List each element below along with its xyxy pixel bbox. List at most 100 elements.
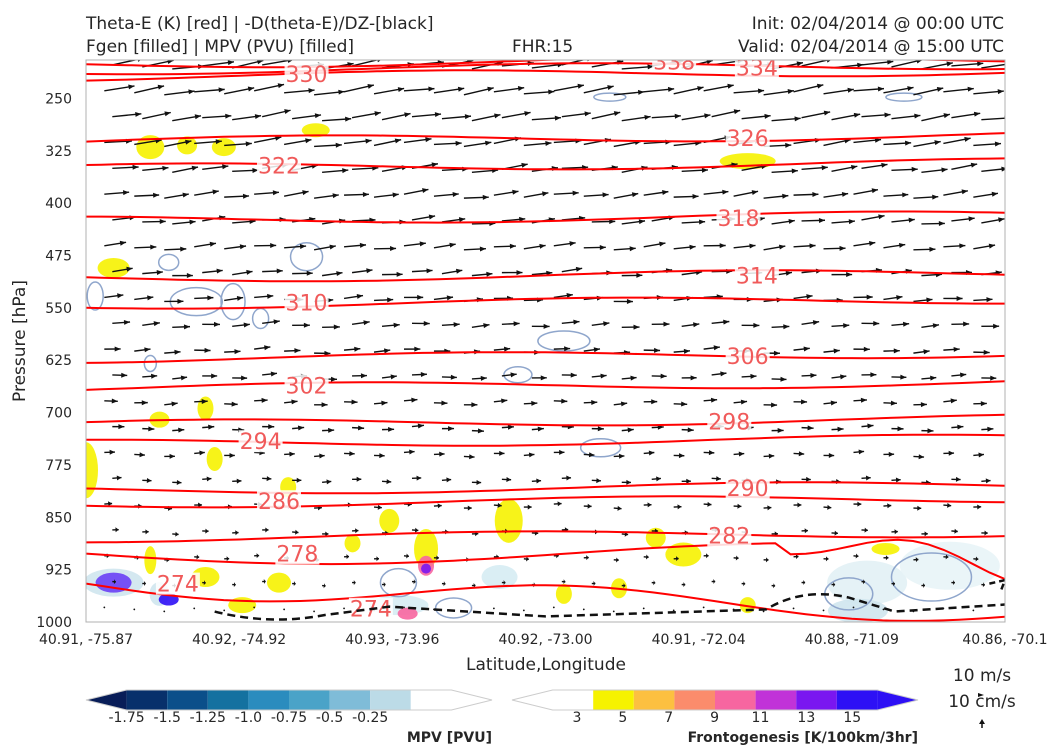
wind-vector-head bbox=[810, 372, 817, 378]
wind-vector-head bbox=[501, 398, 508, 404]
wind-vector bbox=[193, 607, 196, 610]
wind-vector-head bbox=[797, 502, 802, 508]
wind-vector-head bbox=[973, 111, 981, 117]
wind-vector bbox=[642, 607, 645, 610]
wind-vector-head bbox=[349, 451, 355, 457]
wind-vector-head bbox=[204, 347, 211, 353]
wind-vector-head bbox=[720, 371, 727, 377]
wind-vector bbox=[981, 117, 1005, 121]
wind-vector-head bbox=[626, 479, 631, 485]
wind-vector-head bbox=[327, 297, 334, 303]
field-shading bbox=[301, 123, 330, 138]
wind-vector-head bbox=[329, 244, 336, 250]
wind-vector-head bbox=[119, 240, 127, 246]
wind-vector-head bbox=[783, 324, 790, 330]
wind-vector-head bbox=[245, 141, 252, 147]
theta-e-label: 310 bbox=[286, 291, 328, 316]
colorbar-swatch bbox=[86, 690, 127, 710]
wind-vector-head bbox=[825, 556, 829, 562]
wind-vector-head bbox=[918, 454, 925, 460]
x-tick-label: 40.93, -73.96 bbox=[345, 632, 439, 648]
wind-vector bbox=[351, 60, 380, 67]
colorbar-swatch bbox=[512, 690, 553, 710]
wind-vector bbox=[112, 60, 139, 66]
wind-vector-head bbox=[206, 476, 212, 482]
wind-vector-head bbox=[618, 453, 625, 459]
field-shading bbox=[555, 583, 572, 604]
wind-vector-head bbox=[663, 321, 670, 327]
wind-vector-head bbox=[128, 84, 135, 90]
y-tick-label: 550 bbox=[45, 301, 72, 317]
y-tick-label: 475 bbox=[45, 248, 72, 264]
wind-vector-head bbox=[497, 502, 502, 508]
wind-vector-head bbox=[674, 113, 681, 119]
wind-vector-head bbox=[446, 295, 454, 301]
wind-vector-head bbox=[600, 373, 607, 379]
wind-vector-head bbox=[920, 402, 927, 408]
wind-vector-head bbox=[780, 376, 787, 382]
colorbar-tick-label: 11 bbox=[752, 710, 770, 726]
wind-vector-head bbox=[575, 266, 583, 272]
mpv-contour bbox=[503, 365, 533, 384]
wind-vector-head bbox=[950, 398, 957, 404]
fgen-colorbar-label: Frontogenesis [K/100km/3hr] bbox=[688, 730, 918, 746]
wind-vector-head bbox=[528, 452, 535, 458]
wind-vector-head bbox=[945, 554, 949, 560]
colorbar-swatch bbox=[715, 690, 756, 710]
wind-vector-head bbox=[806, 294, 813, 300]
wind-vector-head bbox=[417, 423, 424, 429]
colorbar-swatch bbox=[248, 690, 289, 710]
wind-vector-head bbox=[857, 62, 864, 68]
colorbar-swatch bbox=[126, 690, 168, 710]
wind-vector-head bbox=[895, 477, 901, 483]
wind-vector-head bbox=[353, 580, 356, 586]
theta-e-contour bbox=[86, 351, 1005, 364]
colorbar-swatch bbox=[289, 690, 330, 710]
wind-vector-head bbox=[169, 453, 175, 459]
wind-vector-head bbox=[599, 244, 606, 250]
wind-vector-head bbox=[782, 193, 789, 199]
wind-vector-head bbox=[716, 476, 721, 482]
wind-vector-head bbox=[683, 582, 686, 588]
wind-vector-head bbox=[236, 478, 242, 484]
wind-vector-head bbox=[588, 452, 595, 458]
x-tick-label: 40.86, -70.1 bbox=[962, 632, 1047, 648]
wind-vector-head bbox=[409, 449, 415, 455]
y-axis-label: Pressure [hPa] bbox=[10, 280, 30, 402]
wind-vector-head bbox=[428, 214, 436, 220]
wind-vector-head bbox=[414, 527, 419, 533]
stability-dashed-contour bbox=[214, 592, 1005, 621]
field-shading bbox=[344, 534, 361, 553]
wind-vector-head bbox=[681, 401, 688, 407]
wind-vector-head bbox=[215, 139, 222, 145]
wind-vector-head bbox=[627, 427, 634, 433]
wind-vector-head bbox=[139, 452, 145, 458]
wind-vector-head bbox=[866, 294, 873, 300]
wind-vector bbox=[223, 609, 226, 612]
wind-vector-head bbox=[798, 451, 805, 457]
wind-vector-head bbox=[396, 271, 403, 277]
wind-vector-head bbox=[794, 116, 801, 122]
wind-vector-head bbox=[566, 475, 572, 481]
wind-vector-head bbox=[764, 113, 771, 119]
wind-vector-head bbox=[807, 425, 814, 431]
y-tick-label: 1000 bbox=[36, 615, 72, 631]
wind-vector-head bbox=[865, 475, 871, 481]
mpv-contour bbox=[579, 438, 622, 458]
mpv-contour bbox=[434, 597, 473, 619]
wind-vector-head bbox=[517, 86, 525, 92]
wind-vector-head bbox=[706, 553, 709, 559]
wind-vector-head bbox=[927, 428, 934, 434]
y-tick-label: 325 bbox=[45, 144, 72, 160]
wind-vector-head bbox=[126, 266, 133, 272]
wind-vector-head bbox=[291, 399, 298, 405]
wind-vector-head bbox=[692, 193, 699, 199]
field-shading bbox=[421, 563, 432, 574]
wind-vector-head bbox=[374, 111, 381, 117]
wind-vector-head bbox=[902, 192, 909, 198]
theta-e-contour bbox=[86, 530, 1005, 544]
mpv-contour bbox=[379, 567, 418, 598]
contour-label-background bbox=[284, 62, 329, 85]
wind-vector-head bbox=[787, 89, 794, 94]
wind-vector bbox=[981, 63, 1005, 69]
